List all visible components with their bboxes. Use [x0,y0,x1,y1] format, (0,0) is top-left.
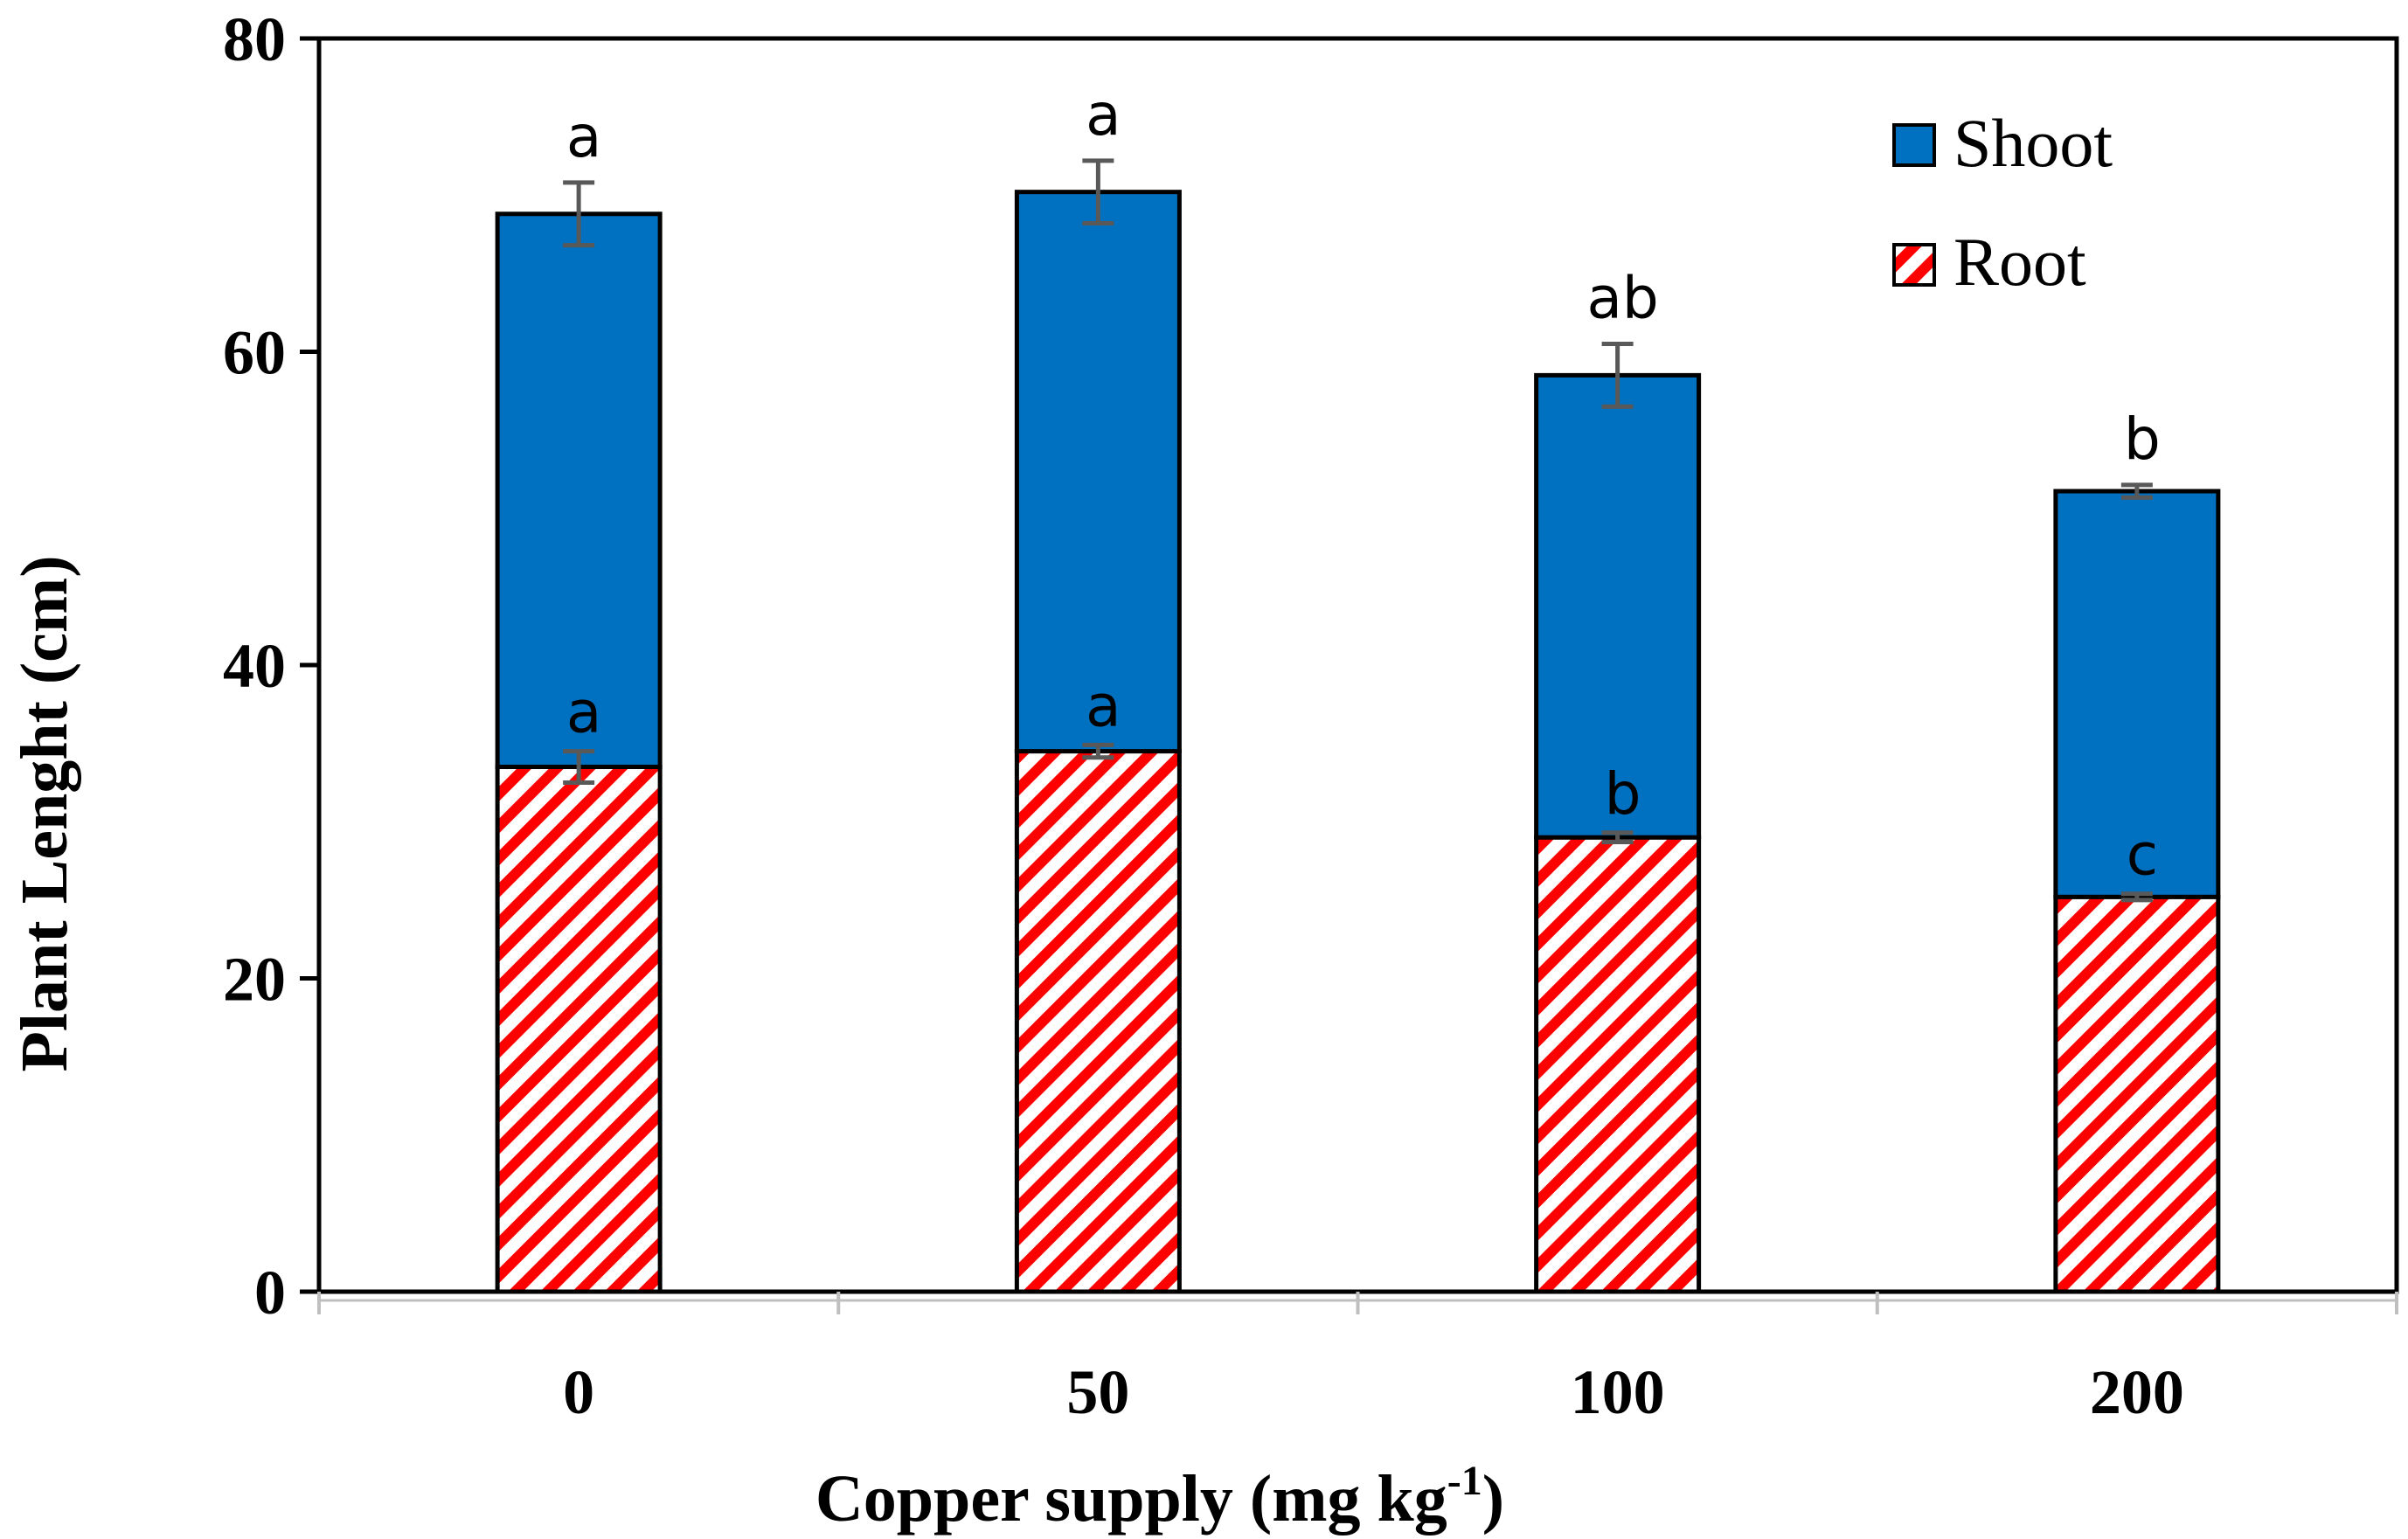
y-tick-label: 20 [223,945,286,1015]
x-axis-title-sup: -1 [1447,1458,1482,1504]
x-tick-label: 200 [2090,1357,2184,1427]
y-axis-title: Plant Lenght (cm) [8,555,81,1071]
x-tick-label: 0 [563,1357,594,1427]
significance-letter-root: c [2127,821,2158,889]
bar-root [495,765,663,1294]
legend-swatch-shoot [1892,123,1936,167]
bar-root [1534,835,1702,1294]
x-axis-title: Copper supply (mg kg-1) [815,1458,1504,1536]
bar-shoot [495,211,663,770]
significance-letter-shoot: a [1086,81,1121,149]
significance-letter-root: a [1086,672,1121,739]
legend-swatch-root [1892,243,1936,287]
legend-label-root: Root [1953,224,2086,300]
x-axis-title-main: Copper supply (mg kg [815,1462,1447,1536]
bar-shoot [1014,190,1182,754]
significance-letter-root: b [1605,760,1641,828]
significance-letter-shoot: a [566,103,601,170]
significance-letter-root: a [566,679,601,746]
x-tick-label: 100 [1571,1357,1665,1427]
x-axis: 0 50 100 200 [317,1289,2398,1427]
legend: Shoot Root [1892,105,2113,300]
legend-label-shoot: Shoot [1953,105,2113,181]
bar-shoot [1534,372,1702,840]
y-axis: 0 20 40 60 80 [223,4,319,1328]
y-tick-label: 60 [223,318,286,388]
significance-letter-shoot: b [2124,406,2161,473]
bar-root [2053,894,2221,1294]
significance-letter-shoot: ab [1586,265,1658,332]
y-tick-label: 0 [254,1258,286,1328]
y-tick-label: 80 [223,4,286,74]
x-tick-label: 50 [1066,1357,1129,1427]
y-tick-label: 40 [223,631,286,701]
bar-shoot [2053,489,2221,899]
x-axis-title-end: ) [1482,1462,1504,1536]
bar-root [1014,749,1182,1294]
